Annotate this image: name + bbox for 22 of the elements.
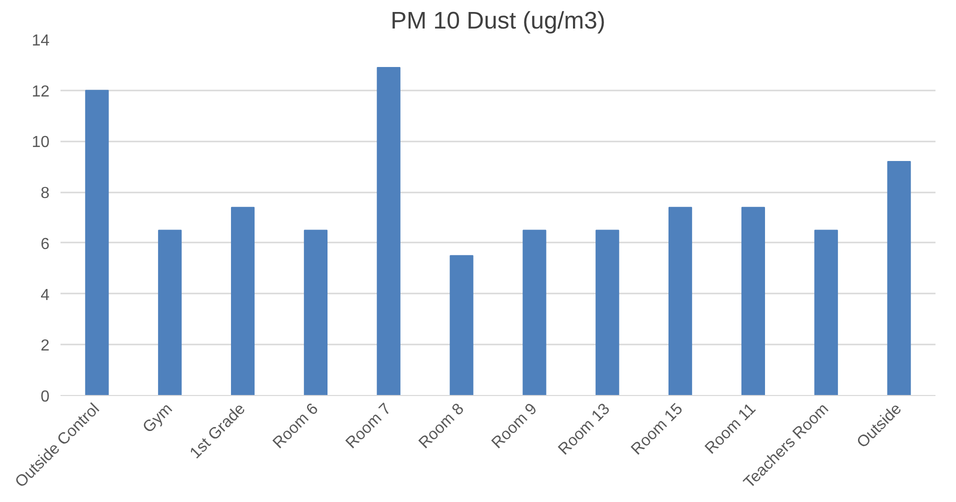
y-tick-label: 10 [32, 134, 50, 152]
bar [158, 230, 182, 396]
bar [230, 206, 255, 396]
bar [596, 230, 620, 396]
bar [85, 90, 109, 396]
y-tick-label: 14 [32, 32, 50, 50]
y-tick-label: 8 [40, 185, 50, 202]
y-tick-label: 4 [40, 286, 50, 304]
bar [887, 161, 911, 396]
y-tick-label: 2 [40, 338, 50, 355]
bar [376, 66, 400, 396]
bar [522, 230, 546, 396]
y-tick-label: 0 [40, 388, 50, 406]
chart-title: PM 10 Dust (ug/m3) [390, 8, 606, 34]
bar [668, 206, 692, 396]
bar [741, 206, 766, 396]
bar [450, 255, 474, 396]
y-tick-label: 12 [32, 83, 50, 100]
bar [304, 230, 328, 396]
y-tick-label: 6 [40, 236, 50, 253]
x-tick-label: Gym [140, 400, 176, 436]
bar [814, 230, 838, 396]
